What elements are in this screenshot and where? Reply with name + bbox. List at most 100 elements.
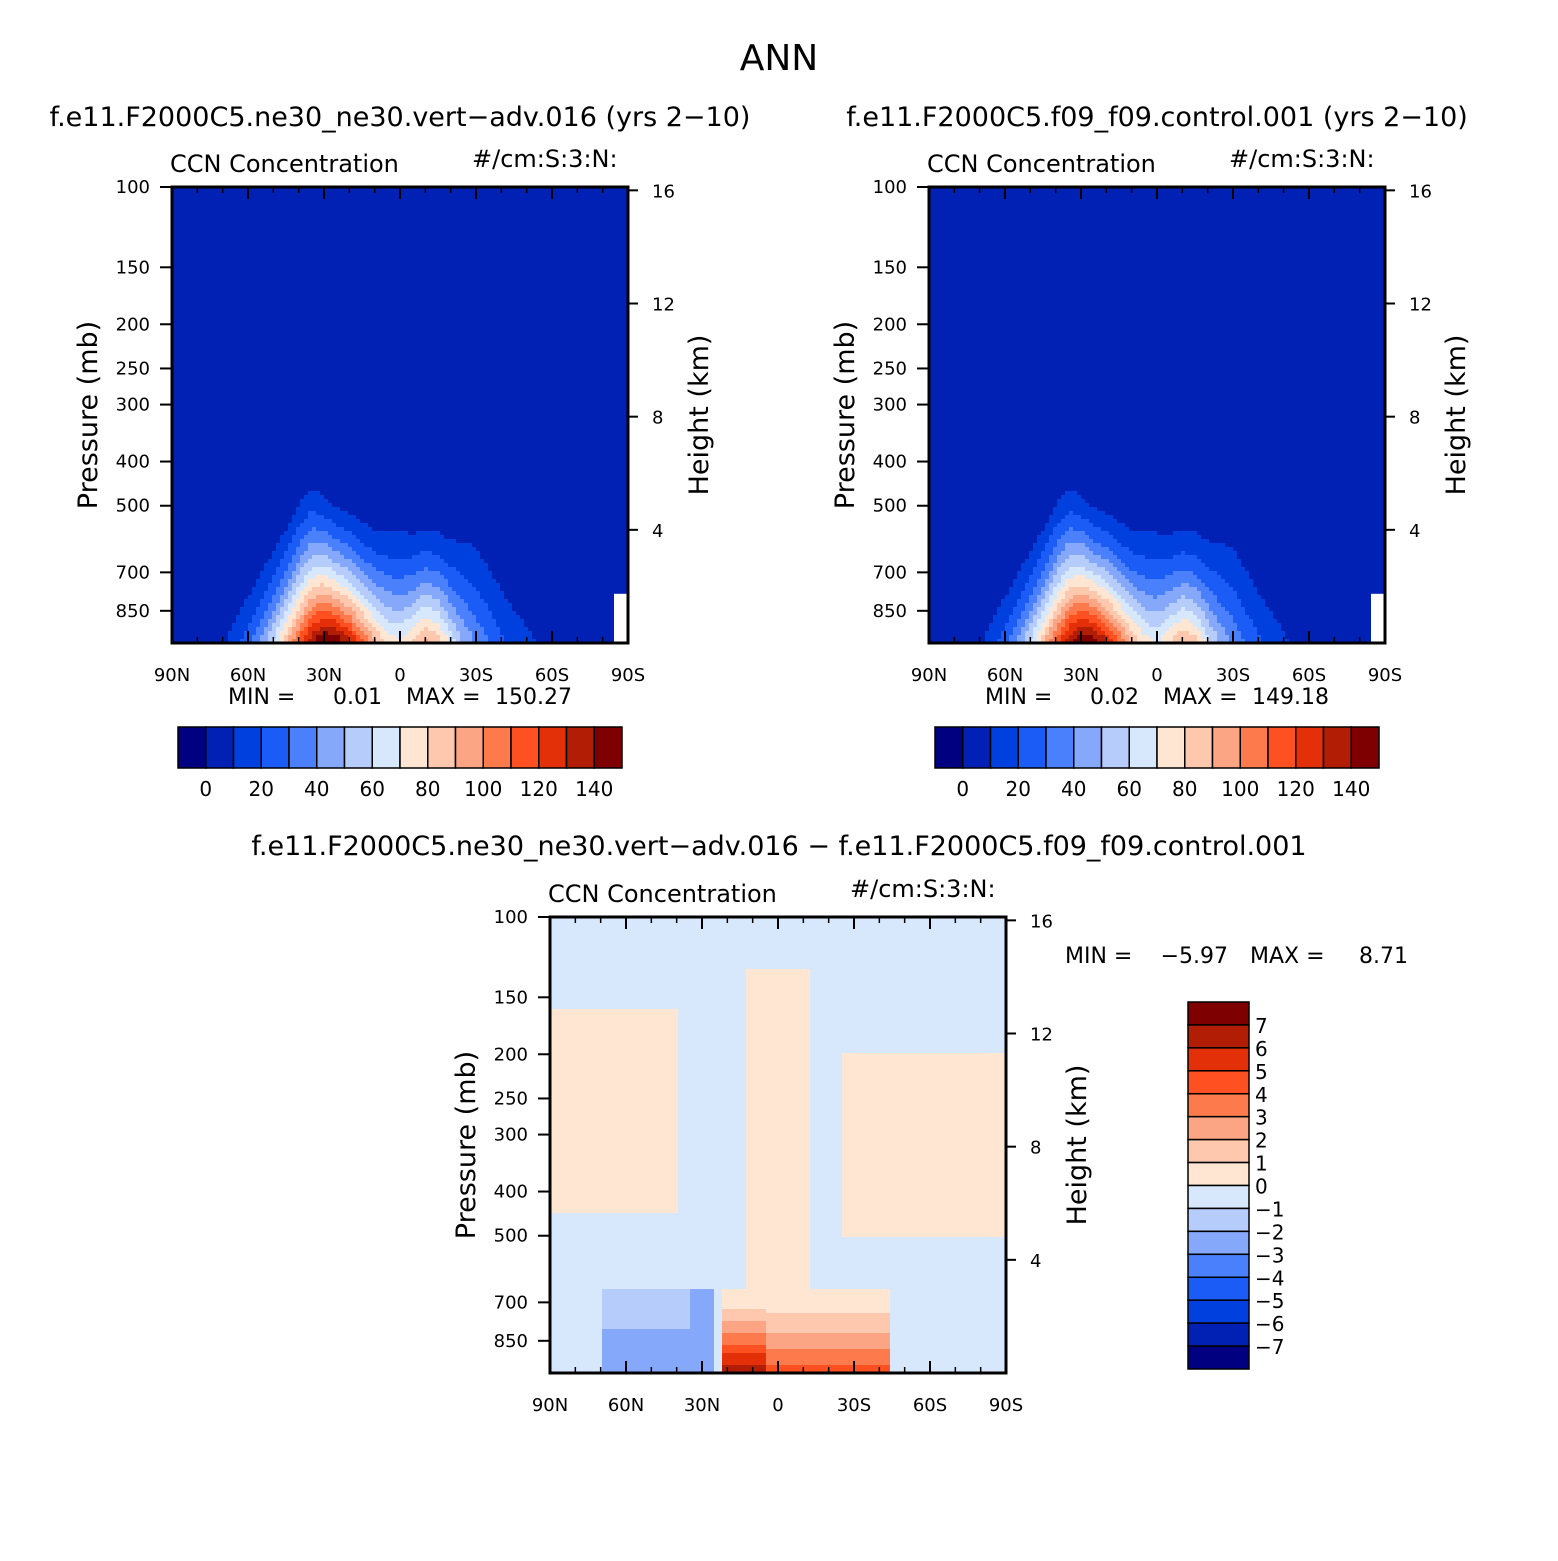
colorbar-label: −1 — [1255, 1197, 1284, 1221]
colorbar-label: 0 — [1255, 1175, 1268, 1199]
colorbar-swatch — [565, 726, 595, 769]
y-tick-label: 850 — [873, 601, 907, 622]
panel-title: f.e11.F2000C5.f09_f09.control.001 (yrs 2… — [846, 102, 1468, 133]
colorbar-label: 7 — [1255, 1014, 1268, 1038]
colorbar-swatch — [1187, 1253, 1250, 1278]
panel-title: f.e11.F2000C5.ne30_ne30.vert−adv.016 − f… — [251, 831, 1306, 862]
colorbar-swatch — [205, 726, 235, 769]
units-label: #/cm:S:3:N: — [1229, 145, 1375, 173]
y-tick-label: 100 — [494, 907, 528, 928]
x-tick-label: 30N — [306, 665, 342, 686]
colorbar-swatch — [593, 726, 623, 769]
colorbar-label: 20 — [249, 777, 274, 801]
y-axis-label: Pressure (mb) — [830, 321, 861, 509]
x-tick-label: 30N — [684, 1395, 720, 1416]
colorbar: 0 20 40 60 80 100 120 140 — [934, 726, 1380, 801]
x-tick-label: 60S — [1292, 665, 1326, 686]
min-label: MIN = — [985, 685, 1052, 710]
colorbar-label: 3 — [1255, 1106, 1268, 1130]
figure-title: ANN — [740, 38, 819, 79]
colorbar-label: 140 — [1332, 777, 1370, 801]
colorbar-swatch — [232, 726, 262, 769]
x-tick-label: 90S — [1368, 665, 1402, 686]
x-tick-label: 60S — [913, 1395, 947, 1416]
y-tick-label: 100 — [873, 177, 907, 198]
y-tick-label: 100 — [116, 177, 150, 198]
contour-cells — [929, 187, 1385, 643]
y-tick-label: 150 — [116, 257, 150, 278]
colorbar-swatch — [1322, 726, 1352, 769]
y-right-tick-label: 12 — [1030, 1025, 1053, 1046]
variable-label: CCN Concentration — [170, 150, 399, 178]
max-value: 149.18 — [1252, 685, 1329, 710]
y-axis-right-label: Height (km) — [1062, 1065, 1093, 1226]
contour-plot — [172, 187, 628, 643]
x-tick-label: 0 — [394, 665, 405, 686]
colorbar-label: 60 — [1117, 777, 1142, 801]
x-tick-label: 0 — [1151, 665, 1162, 686]
colorbar-label: 120 — [520, 777, 558, 801]
colorbar-label: 1 — [1255, 1152, 1268, 1176]
y-tick-label: 500 — [873, 496, 907, 517]
colorbar-label: 60 — [360, 777, 385, 801]
y-tick-label: 150 — [873, 257, 907, 278]
max-value: 150.27 — [495, 685, 572, 710]
colorbar-swatch — [538, 726, 568, 769]
x-tick-label: 90S — [989, 1395, 1023, 1416]
y-tick-label: 700 — [494, 1292, 528, 1313]
x-tick-label: 30S — [837, 1395, 871, 1416]
colorbar-swatch — [1187, 1276, 1250, 1301]
axes: 90N 60N 30N 0 30S 60S 90S 100 150 200 250 300 400 500… — [116, 177, 675, 686]
colorbar-swatch — [1184, 726, 1214, 769]
colorbar-swatch — [962, 726, 992, 769]
y-axis-right-label: Height (km) — [1441, 335, 1472, 496]
x-tick-label: 90S — [611, 665, 645, 686]
colorbar-swatch — [371, 726, 401, 769]
y-right-tick-label: 8 — [1409, 408, 1420, 429]
min-value: 0.02 — [1090, 685, 1139, 710]
y-right-tick-label: 4 — [652, 521, 663, 542]
colorbar-swatch — [1211, 726, 1241, 769]
y-axis-right-label: Height (km) — [684, 335, 715, 496]
colorbar-label: 6 — [1255, 1037, 1268, 1061]
min-label: MIN = — [1065, 944, 1132, 969]
max-value: 8.71 — [1359, 944, 1408, 969]
y-tick-label: 250 — [494, 1088, 528, 1109]
colorbar-swatch — [316, 726, 346, 769]
colorbar-label: 5 — [1255, 1060, 1268, 1084]
y-tick-label: 400 — [494, 1182, 528, 1203]
colorbar-label: 140 — [575, 777, 613, 801]
x-tick-label: 90N — [532, 1395, 568, 1416]
y-right-tick-label: 8 — [1030, 1138, 1041, 1159]
y-tick-label: 250 — [873, 358, 907, 379]
colorbar: 0 20 40 60 80 100 120 140 — [177, 726, 623, 801]
colorbar-swatch — [177, 726, 207, 769]
colorbar-label: −4 — [1255, 1266, 1284, 1290]
x-tick-label: 60N — [230, 665, 266, 686]
colorbar-swatch — [343, 726, 373, 769]
colorbar-swatch — [1187, 1047, 1250, 1072]
colorbar-label: 20 — [1006, 777, 1031, 801]
y-tick-label: 200 — [116, 314, 150, 335]
colorbar-swatch — [1187, 1138, 1250, 1164]
x-tick-label: 60S — [535, 665, 569, 686]
y-tick-label: 700 — [873, 562, 907, 583]
y-axis-label: Pressure (mb) — [73, 321, 104, 509]
colorbar-swatch — [1187, 1001, 1250, 1026]
y-tick-label: 300 — [116, 395, 150, 416]
colorbar-label: 100 — [1221, 777, 1259, 801]
y-tick-label: 300 — [494, 1125, 528, 1146]
colorbar-swatch — [427, 726, 457, 769]
colorbar-swatch — [1187, 1161, 1250, 1187]
colorbar-label: 0 — [199, 777, 212, 801]
colorbar-swatch — [260, 726, 290, 769]
colorbar-swatch — [1017, 726, 1047, 769]
colorbar-swatch — [1239, 726, 1269, 769]
colorbar-swatch — [1187, 1184, 1250, 1210]
colorbar-label: 0 — [956, 777, 969, 801]
colorbar-label: 100 — [464, 777, 502, 801]
y-right-tick-label: 12 — [652, 295, 675, 316]
colorbar-label: −2 — [1255, 1220, 1284, 1244]
x-tick-label: 30S — [1216, 665, 1250, 686]
y-tick-label: 850 — [494, 1331, 528, 1352]
